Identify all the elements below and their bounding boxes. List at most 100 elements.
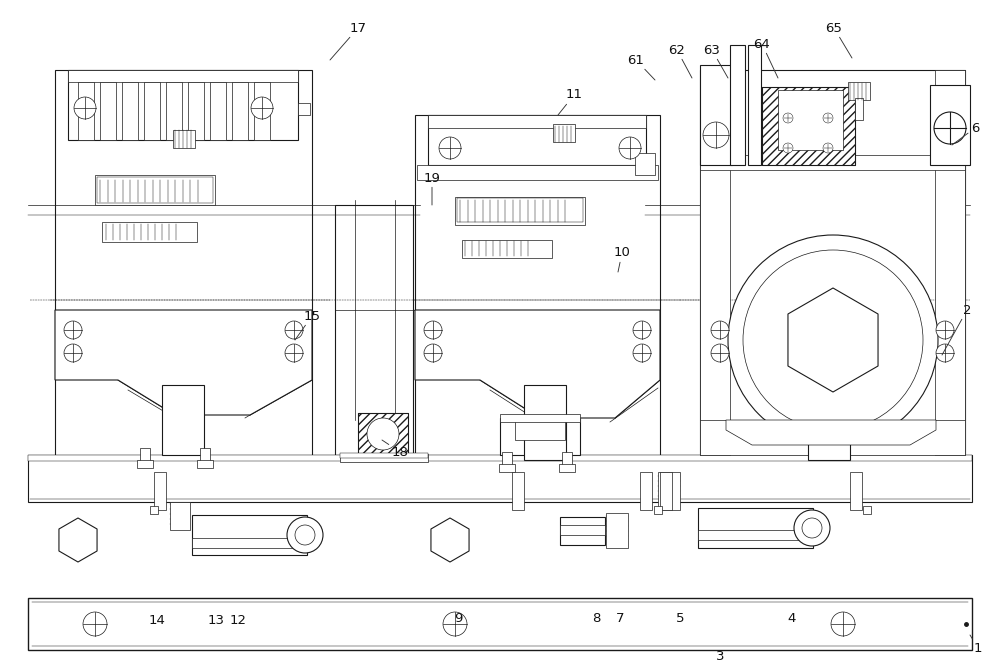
Polygon shape: [415, 310, 660, 418]
Circle shape: [633, 321, 651, 339]
Bar: [863, 506, 871, 514]
Bar: [654, 506, 662, 514]
Bar: [515, 418, 565, 440]
Bar: [428, 115, 646, 128]
Circle shape: [287, 517, 323, 553]
Bar: [340, 454, 428, 462]
Circle shape: [934, 112, 966, 144]
Text: 13: 13: [208, 613, 224, 627]
Text: 3: 3: [716, 650, 724, 661]
Text: 6: 6: [952, 122, 979, 145]
Bar: [808, 380, 850, 460]
Bar: [658, 472, 680, 510]
Bar: [560, 517, 605, 545]
Bar: [28, 455, 972, 502]
Bar: [254, 82, 270, 140]
Bar: [935, 70, 965, 455]
Bar: [188, 82, 204, 140]
Text: 4: 4: [788, 611, 796, 625]
Bar: [197, 460, 213, 468]
Bar: [500, 418, 580, 455]
Bar: [144, 82, 160, 140]
Bar: [855, 98, 863, 120]
Bar: [140, 448, 150, 462]
Bar: [415, 115, 660, 455]
Bar: [358, 413, 408, 455]
Bar: [340, 453, 428, 458]
Circle shape: [783, 143, 793, 153]
Bar: [162, 385, 204, 455]
Bar: [192, 538, 307, 548]
Circle shape: [743, 250, 923, 430]
Bar: [232, 82, 248, 140]
Text: 17: 17: [330, 22, 366, 60]
Circle shape: [367, 418, 399, 450]
Bar: [640, 472, 652, 510]
Circle shape: [439, 137, 461, 159]
Bar: [210, 82, 226, 140]
Circle shape: [711, 321, 729, 339]
Bar: [778, 90, 843, 150]
Circle shape: [831, 612, 855, 636]
Text: 15: 15: [295, 309, 320, 340]
Bar: [28, 455, 972, 461]
Bar: [137, 460, 153, 468]
Text: 64: 64: [754, 38, 778, 78]
Bar: [850, 472, 862, 510]
Circle shape: [802, 518, 822, 538]
Bar: [462, 240, 552, 258]
Bar: [559, 464, 575, 472]
Circle shape: [285, 344, 303, 362]
Circle shape: [64, 344, 82, 362]
Polygon shape: [431, 518, 469, 562]
Bar: [560, 525, 605, 535]
Circle shape: [424, 344, 442, 362]
Text: 8: 8: [592, 611, 600, 625]
Text: 62: 62: [669, 44, 692, 78]
Bar: [428, 115, 646, 165]
Circle shape: [83, 612, 107, 636]
Circle shape: [703, 122, 729, 148]
Bar: [335, 205, 413, 455]
Bar: [730, 45, 745, 165]
Polygon shape: [59, 518, 97, 562]
Text: 2: 2: [942, 303, 971, 355]
Circle shape: [823, 113, 833, 123]
Bar: [100, 82, 116, 140]
Bar: [606, 513, 628, 548]
Text: 19: 19: [424, 171, 440, 205]
Bar: [298, 103, 310, 115]
Bar: [499, 464, 515, 472]
Circle shape: [728, 235, 938, 445]
Bar: [698, 530, 813, 540]
Text: 9: 9: [454, 611, 462, 625]
Bar: [700, 155, 965, 170]
Text: 11: 11: [558, 89, 582, 115]
Text: 10: 10: [614, 247, 630, 272]
Bar: [848, 82, 870, 100]
Polygon shape: [726, 420, 936, 445]
Bar: [762, 87, 855, 165]
Circle shape: [74, 97, 96, 119]
Circle shape: [936, 344, 954, 362]
Text: 18: 18: [382, 440, 408, 459]
Bar: [553, 124, 575, 142]
Text: 5: 5: [676, 611, 684, 625]
Bar: [102, 222, 197, 242]
Circle shape: [619, 137, 641, 159]
Circle shape: [251, 97, 273, 119]
Bar: [500, 414, 580, 422]
Bar: [562, 452, 572, 466]
Circle shape: [794, 510, 830, 546]
Text: 1: 1: [970, 635, 982, 654]
Bar: [192, 515, 307, 555]
Bar: [150, 506, 158, 514]
Bar: [698, 508, 813, 548]
Circle shape: [443, 612, 467, 636]
Bar: [122, 82, 138, 140]
Bar: [455, 197, 585, 225]
Bar: [502, 452, 512, 466]
Bar: [417, 165, 658, 180]
Text: 65: 65: [826, 22, 852, 58]
Circle shape: [424, 321, 442, 339]
